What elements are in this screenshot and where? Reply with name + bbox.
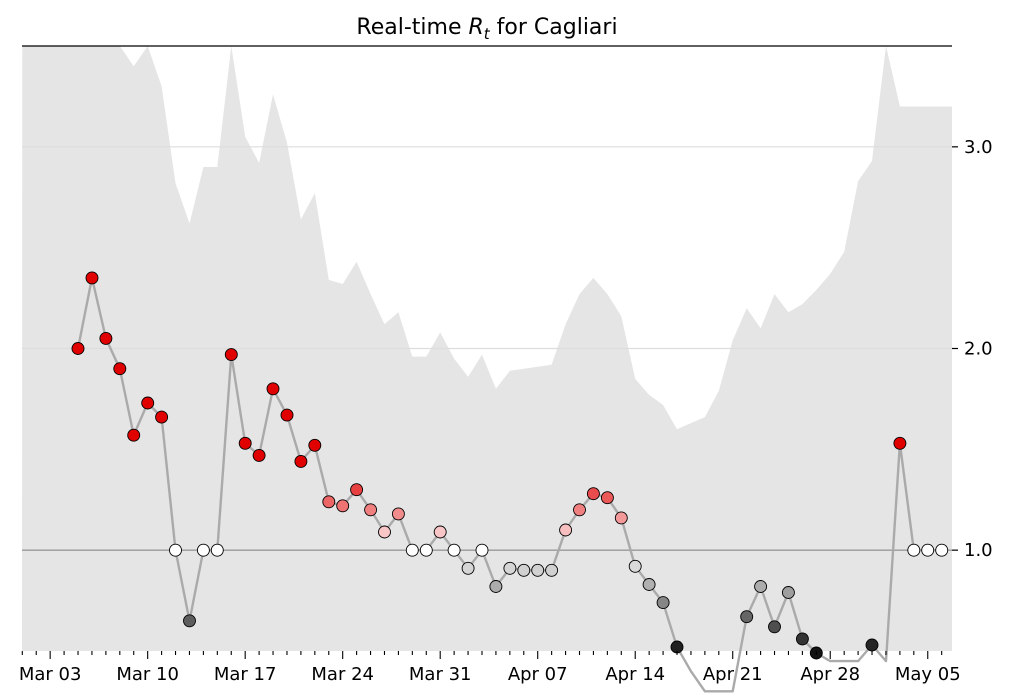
rt-point [210, 543, 224, 557]
x-tick-label: Apr 14 [605, 664, 665, 685]
rt-point [405, 543, 419, 557]
x-tick-label: Mar 03 [19, 664, 82, 685]
rt-point [559, 523, 573, 537]
rt-point [224, 348, 238, 362]
rt-point [419, 543, 433, 557]
title-subscript: t [484, 25, 491, 43]
rt-point [155, 410, 169, 424]
credible-interval-band [22, 46, 952, 651]
rt-point [489, 580, 503, 593]
rt-point [196, 543, 210, 557]
rt-point [350, 483, 364, 497]
title-symbol: R [468, 15, 483, 40]
rt-point [433, 525, 447, 539]
rt-points [71, 271, 949, 660]
x-tick-label: Apr 21 [703, 664, 763, 685]
rt-point [768, 620, 781, 634]
y-tick-label: 3.0 [964, 137, 993, 158]
title-prefix: Real-time [356, 15, 468, 40]
rt-point [921, 543, 935, 557]
rt-point [364, 503, 378, 517]
rt-point [754, 580, 768, 593]
x-tick-label: Apr 28 [800, 664, 860, 685]
rt-point [141, 396, 155, 410]
rt-point [907, 543, 921, 557]
rt-point [531, 563, 545, 577]
rt-point [252, 448, 266, 462]
x-tick-label: Mar 17 [214, 664, 277, 685]
rt-point [447, 543, 461, 557]
rt-point [461, 561, 475, 575]
rt-point [503, 561, 517, 575]
rt-point [183, 614, 196, 628]
x-tick-label: Mar 10 [116, 664, 179, 685]
rt-point [545, 563, 559, 577]
x-tick-label: Mar 24 [311, 664, 374, 685]
rt-point [378, 525, 391, 539]
rt-point [391, 507, 405, 521]
rt-point [266, 382, 280, 396]
rt-point [85, 271, 99, 285]
chart-title: Real-time Rt for Cagliari [356, 15, 617, 43]
rt-point [573, 503, 586, 517]
rt-point [308, 438, 322, 452]
rt-point [127, 428, 141, 442]
rt-point [294, 454, 308, 468]
axes: 1.0 2.0 3.0 Mar 03 Mar 10 Mar 17 Mar 24 Mar 31 A… [19, 45, 993, 685]
title-suffix: for Cagliari [490, 15, 618, 40]
rt-point [238, 436, 252, 450]
rt-point [169, 543, 182, 557]
rt-point [517, 563, 531, 577]
rt-point [99, 331, 113, 345]
rt-point [795, 632, 809, 646]
rt-point [614, 511, 628, 525]
x-tick-label: Apr 07 [508, 664, 568, 685]
rt-point [628, 559, 642, 573]
rt-point [642, 578, 656, 591]
rt-point [781, 586, 795, 599]
y-tick-label: 2.0 [964, 339, 993, 360]
rt-point [71, 342, 85, 355]
rt-point [280, 408, 294, 422]
band-area [22, 46, 952, 651]
rt-point [865, 638, 879, 652]
rt-point [935, 543, 949, 557]
rt-point [322, 495, 336, 509]
rt-point [600, 491, 614, 505]
rt-point [336, 499, 350, 513]
rt-point [113, 362, 127, 376]
x-tick-label: May 05 [895, 664, 961, 685]
rt-point [893, 436, 907, 450]
rt-point [740, 610, 754, 624]
rt-point [475, 543, 489, 557]
x-tick-label: Mar 31 [409, 664, 472, 685]
y-tick-label: 1.0 [964, 540, 993, 561]
rt-point [656, 596, 670, 610]
rt-point [586, 487, 600, 501]
